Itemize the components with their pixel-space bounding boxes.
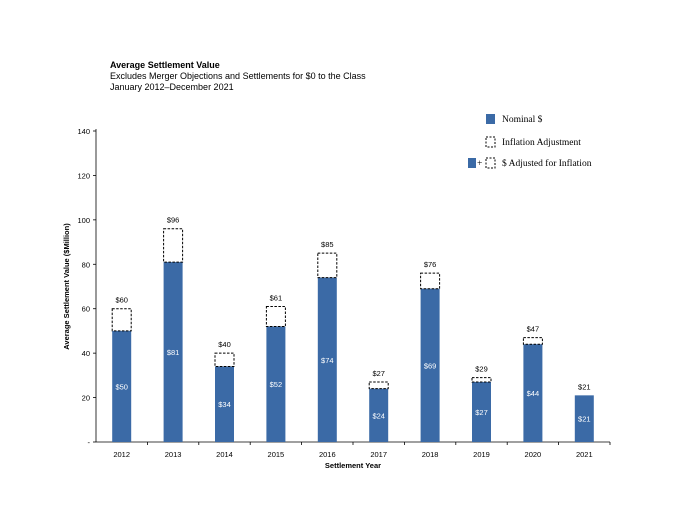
inflation-adjustment-box <box>214 352 235 367</box>
bar-total-label: $85 <box>321 240 334 249</box>
y-axis-title: Average Settlement Value ($Million) <box>62 223 71 350</box>
chart-subtitle-2: January 2012–December 2021 <box>110 82 234 92</box>
nominal-bar <box>574 395 594 442</box>
inflation-adjustment-box <box>420 272 441 290</box>
bar-total-label: $61 <box>270 293 283 302</box>
bar-value-label: $50 <box>115 382 128 391</box>
x-tick-label: 2017 <box>370 450 387 459</box>
inflation-adjustment-box <box>471 377 492 383</box>
nominal-bar <box>472 382 491 442</box>
y-tick-label: 140 <box>77 127 90 136</box>
bar-value-label: $69 <box>424 361 437 370</box>
nominal-bar <box>420 288 440 442</box>
y-tick-label: 120 <box>77 171 90 180</box>
nominal-bar <box>266 326 286 442</box>
bar-value-label: $74 <box>321 356 334 365</box>
x-tick-label: 2015 <box>268 450 285 459</box>
y-tick-label: 80 <box>82 260 90 269</box>
x-tick-label: 2021 <box>576 450 593 459</box>
bar-total-label: $29 <box>475 365 488 374</box>
bar-total-label: $27 <box>372 369 385 378</box>
bar-value-label: $52 <box>270 380 283 389</box>
y-tick-label: 100 <box>77 216 90 225</box>
legend-adjustment-swatch <box>485 136 496 148</box>
bar-value-label: $34 <box>218 400 231 409</box>
inflation-adjustment-box <box>163 228 184 263</box>
inflation-adjustment-box <box>368 381 389 390</box>
bar-value-label: $21 <box>578 415 591 424</box>
bar-value-label: $81 <box>167 348 180 357</box>
bar-total-label: $40 <box>218 340 231 349</box>
x-axis-title: Settlement Year <box>325 461 381 470</box>
bar-value-label: $44 <box>527 389 540 398</box>
inflation-adjustment-box <box>317 252 338 279</box>
chart-titles: Average Settlement Value Excludes Merger… <box>110 60 366 93</box>
bar-total-label: $96 <box>167 216 180 225</box>
bar-total-label: $47 <box>527 325 540 334</box>
legend-nominal-label: Nominal $ <box>502 114 543 125</box>
x-tick-label: 2012 <box>113 450 130 459</box>
x-tick-label: 2020 <box>525 450 542 459</box>
x-tick-label: 2014 <box>216 450 233 459</box>
x-tick-label: 2013 <box>165 450 182 459</box>
bar-value-label: $27 <box>475 408 488 417</box>
nominal-bar <box>215 366 234 442</box>
bar-total-label: $21 <box>578 382 591 391</box>
inflation-adjustment-box <box>265 305 286 327</box>
y-tick-label: 40 <box>82 349 90 358</box>
legend-adjusted-label: $ Adjusted for Inflation <box>502 158 592 169</box>
x-tick-label: 2018 <box>422 450 439 459</box>
y-tick-label: 20 <box>82 394 90 403</box>
y-tick-label: - <box>88 438 91 447</box>
x-tick-label: 2016 <box>319 450 336 459</box>
chart-subtitle-1: Excludes Merger Objections and Settlemen… <box>110 71 366 81</box>
chart-title: Average Settlement Value <box>110 60 220 70</box>
nominal-bar <box>112 330 132 442</box>
legend-adjustment-label: Inflation Adjustment <box>502 137 581 148</box>
bar-value-label: $24 <box>372 411 385 420</box>
nominal-bar <box>317 277 337 442</box>
bar-total-label: $60 <box>115 296 128 305</box>
legend-combined-nominal-swatch <box>468 158 476 168</box>
inflation-adjustment-box <box>522 337 543 345</box>
inflation-adjustment-box <box>111 308 132 332</box>
y-tick-label: 60 <box>82 305 90 314</box>
legend-nominal-swatch <box>486 114 495 124</box>
nominal-bar <box>523 344 543 442</box>
nominal-bar <box>163 262 183 442</box>
nominal-bar <box>369 388 389 442</box>
legend-combined-adjustment-swatch <box>485 157 496 169</box>
bar-total-label: $76 <box>424 260 437 269</box>
x-tick-label: 2019 <box>473 450 490 459</box>
legend-plus-sign: + <box>477 159 482 169</box>
